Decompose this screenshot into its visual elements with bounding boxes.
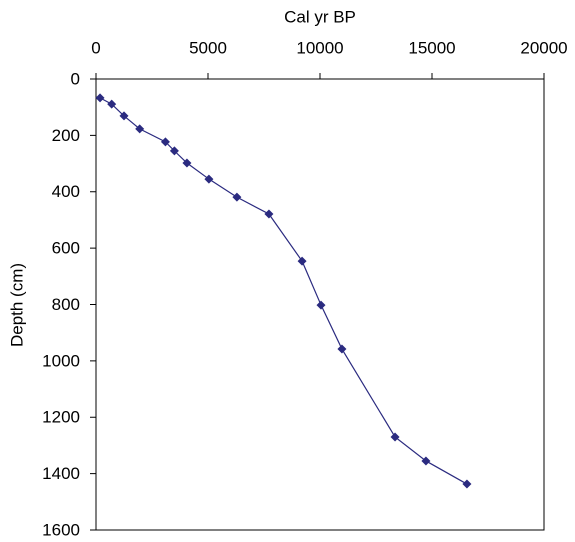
- x-tick-label: 0: [91, 38, 100, 57]
- data-point: [204, 174, 214, 184]
- x-tick-label: 15000: [408, 38, 455, 57]
- x-axis-title: Cal yr BP: [284, 7, 356, 26]
- data-point: [135, 124, 145, 134]
- data-point: [421, 456, 431, 466]
- data-point: [264, 209, 274, 219]
- y-axis-title: Depth (cm): [7, 263, 26, 347]
- data-point: [316, 300, 326, 310]
- data-point: [107, 99, 117, 109]
- data-point: [95, 93, 105, 103]
- x-tick-label: 20000: [520, 38, 567, 57]
- data-point: [297, 256, 307, 266]
- data-point: [337, 344, 347, 354]
- x-tick-label: 5000: [189, 38, 227, 57]
- data-point: [160, 137, 170, 147]
- y-tick-label: 1400: [42, 464, 80, 483]
- data-point: [390, 432, 400, 442]
- data-point: [462, 479, 472, 489]
- series-line: [99, 97, 468, 485]
- y-tick-label: 400: [52, 182, 80, 201]
- data-point: [119, 111, 129, 121]
- x-tick-label: 10000: [296, 38, 343, 57]
- y-tick-label: 1600: [42, 520, 80, 539]
- y-tick-label: 600: [52, 239, 80, 258]
- data-point: [232, 192, 242, 202]
- y-tick-label: 1200: [42, 408, 80, 427]
- y-tick-label: 1000: [42, 351, 80, 370]
- y-tick-label: 800: [52, 295, 80, 314]
- data-point: [182, 158, 192, 168]
- data-point: [169, 146, 179, 156]
- y-tick-label: 200: [52, 126, 80, 145]
- y-tick-label: 0: [71, 69, 80, 88]
